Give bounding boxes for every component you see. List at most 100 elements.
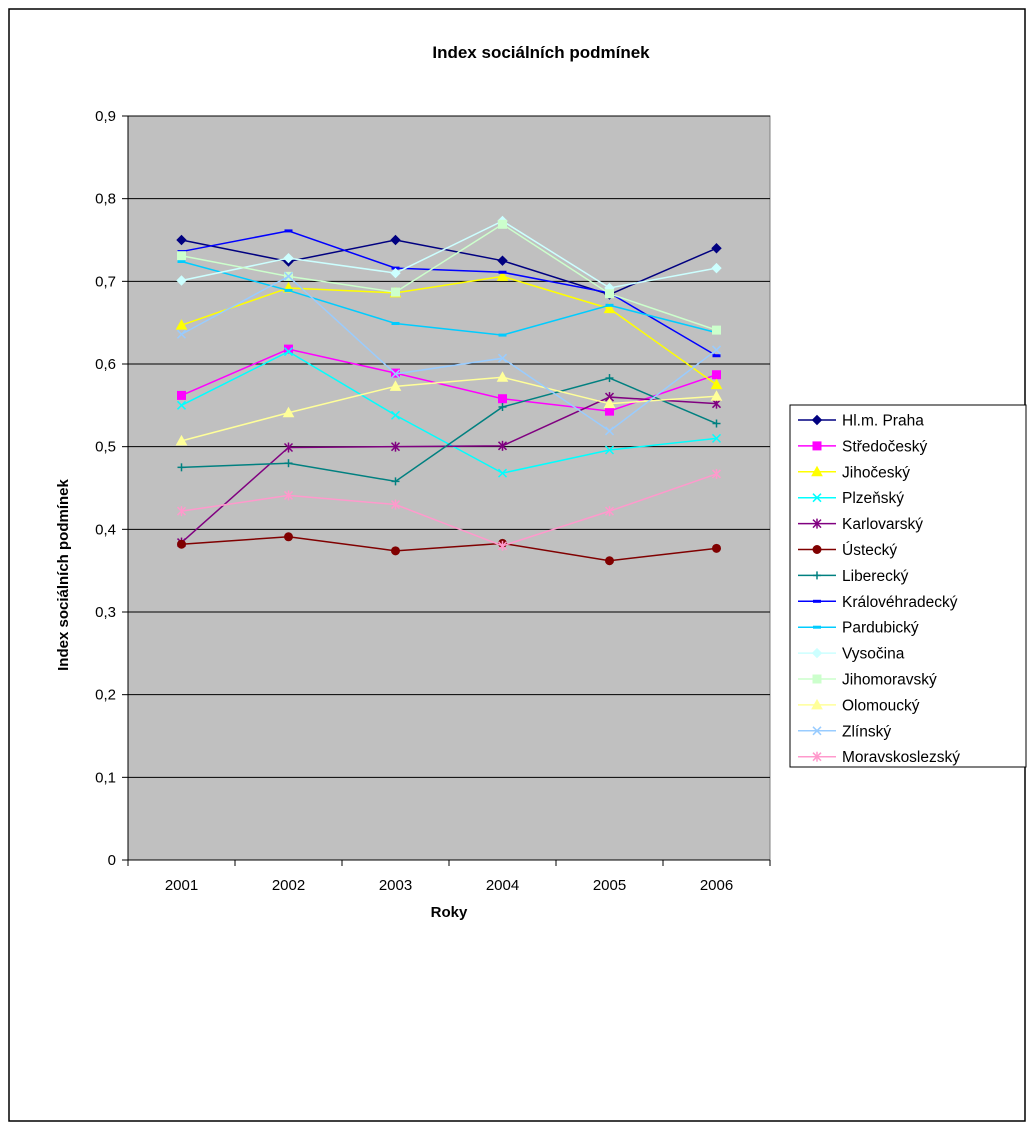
data-point (711, 345, 722, 355)
marker-stroke (604, 426, 615, 436)
marker-stroke (812, 493, 822, 503)
series-line-group (176, 468, 722, 551)
data-point (177, 539, 186, 549)
marker-stroke (711, 433, 722, 443)
marker-stroke (497, 353, 508, 363)
legend-item: Pardubický (798, 620, 919, 637)
y-tick-label: 0,2 (95, 687, 116, 704)
data-point (712, 325, 721, 335)
gridlines (128, 115, 770, 778)
data-point (497, 468, 508, 478)
data-point (176, 234, 187, 246)
data-point (496, 371, 509, 382)
legend-marker (813, 625, 821, 629)
legend-item: Ústecký (798, 542, 897, 559)
series-line-group (177, 374, 721, 486)
legend-label: Pardubický (842, 620, 919, 637)
series-line (181, 275, 717, 386)
legend-label: Zlínský (842, 723, 891, 740)
data-point (605, 406, 614, 416)
data-point (284, 532, 293, 542)
series-line (181, 223, 717, 331)
series-line-group (175, 371, 723, 446)
chart-title: Index sociálních podmínek (432, 43, 650, 62)
data-point (283, 271, 294, 281)
data-point (283, 347, 294, 357)
data-point (391, 546, 400, 556)
data-point (283, 252, 294, 264)
marker-stroke (176, 329, 187, 339)
legend-item: Jihočeský (798, 464, 910, 481)
data-point (711, 243, 722, 254)
series-line-group (176, 271, 722, 436)
legend-item: Olomoucký (798, 697, 920, 714)
data-point (712, 354, 721, 358)
legend-item: Hl.m. Praha (798, 413, 924, 430)
data-point (603, 302, 616, 314)
data-point (496, 270, 509, 281)
data-point (391, 477, 400, 486)
x-tick-label: 2002 (272, 877, 305, 894)
series-line (181, 239, 717, 296)
y-tick-label: 0,1 (95, 769, 116, 786)
legend-label: Královéhradecký (842, 594, 958, 611)
data-point (498, 270, 507, 274)
x-tick-label: 2003 (379, 877, 412, 894)
series-line (181, 376, 717, 442)
legend-label: Moravskoslezský (842, 749, 960, 766)
legend-label: Vysočina (842, 646, 905, 663)
marker-stroke (390, 410, 401, 420)
legend-marker (812, 518, 822, 529)
legend-label: Jihočeský (842, 464, 910, 481)
series-line (181, 230, 717, 357)
legend-item: Královéhradecký (798, 594, 958, 611)
data-point (498, 394, 507, 404)
legend-item: Jihomoravský (798, 672, 937, 689)
x-axis-title: Roky (431, 904, 468, 921)
data-point (177, 259, 186, 263)
y-tick-label: 0,6 (95, 356, 116, 373)
data-point (175, 319, 188, 330)
data-point (605, 289, 614, 299)
data-point (497, 255, 508, 266)
legend-marker (812, 726, 822, 736)
data-point (711, 262, 722, 274)
y-tick-label: 0 (108, 852, 116, 869)
data-point (712, 419, 721, 428)
data-point (497, 353, 508, 363)
data-point (176, 400, 187, 410)
data-point (497, 440, 508, 451)
legend-item: Karlovarský (798, 516, 923, 533)
legend-marker (811, 465, 823, 477)
legend-item: Zlínský (798, 723, 891, 740)
y-tick-label: 0,3 (95, 604, 116, 621)
y-tick-label: 0,7 (95, 273, 116, 290)
y-axis-title: Index sociálních podmínek (55, 478, 72, 670)
data-point (497, 540, 508, 551)
data-point (710, 390, 723, 401)
data-point (284, 344, 293, 354)
data-point (390, 410, 401, 420)
series-line (181, 473, 717, 547)
data-point (604, 445, 615, 455)
data-point (389, 380, 402, 391)
legend-label: Karlovarský (842, 516, 923, 533)
legend-marker (813, 599, 821, 603)
data-point (498, 219, 507, 229)
marker-stroke (812, 726, 822, 736)
data-point (177, 251, 186, 261)
data-point (283, 442, 294, 453)
series-line-group (176, 215, 722, 294)
x-tick-label: 2005 (593, 877, 626, 894)
legend-item: Vysočina (798, 646, 905, 663)
data-point (177, 390, 186, 400)
y-tick-label: 0,5 (95, 439, 116, 456)
legend-label: Hl.m. Praha (842, 413, 924, 430)
legend-marker (812, 493, 822, 503)
data-point (175, 434, 188, 446)
legend-item: Moravskoslezský (798, 749, 960, 766)
marker-stroke (711, 345, 722, 355)
data-point (176, 506, 187, 517)
data-point (712, 370, 721, 380)
